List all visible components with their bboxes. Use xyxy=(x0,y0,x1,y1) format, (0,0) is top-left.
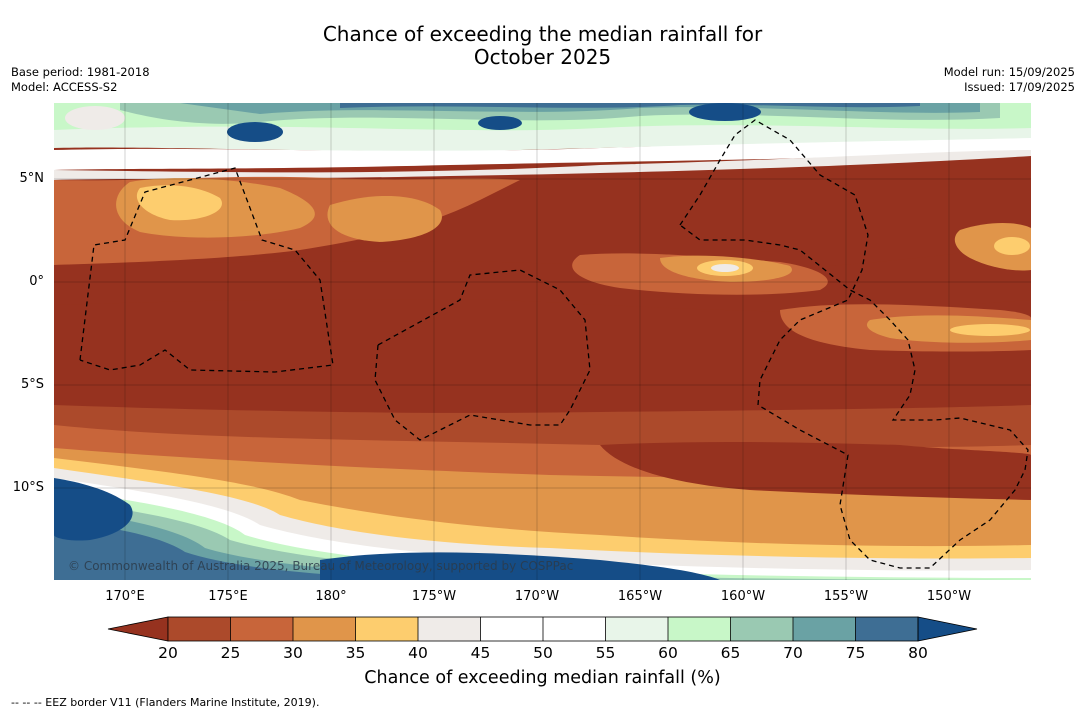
meta-left: Base period: 1981-2018 Model: ACCESS-S2 xyxy=(11,65,150,95)
lon-label: 155°W xyxy=(823,589,869,604)
colorbar-tick: 70 xyxy=(783,644,803,662)
eez-borders xyxy=(79,119,1029,569)
issued-text: Issued: 17/09/2025 xyxy=(964,80,1075,94)
lon-label: 165°W xyxy=(617,589,663,604)
colorbar-label: Chance of exceeding median rainfall (%) xyxy=(364,668,721,688)
colorbar-tick: 25 xyxy=(220,644,241,662)
colorbar-tick: 45 xyxy=(470,644,491,662)
lon-label: 160°W xyxy=(720,589,766,604)
colorbar xyxy=(107,616,978,642)
colorbar-tick: 75 xyxy=(845,644,866,662)
lon-label: 150°W xyxy=(926,589,972,604)
lon-label: 170°W xyxy=(514,589,560,604)
meta-right: Model run: 15/09/2025 Issued: 17/09/2025 xyxy=(944,65,1075,95)
colorbar-tick: 80 xyxy=(908,644,928,662)
colorbar-tick: 50 xyxy=(533,644,553,662)
colorbar-tick: 30 xyxy=(283,644,303,662)
lat-label: 5°N xyxy=(19,171,45,186)
lat-label: 10°S xyxy=(12,480,44,495)
lon-label: 180° xyxy=(315,589,347,604)
colorbar-tick: 55 xyxy=(595,644,616,662)
chart-title-line2: October 2025 xyxy=(473,45,612,69)
colorbar-tick: 40 xyxy=(408,644,428,662)
model-run-text: Model run: 15/09/2025 xyxy=(943,65,1075,79)
base-period-text: Base period: 1981-2018 xyxy=(11,65,150,79)
colorbar-tick: 60 xyxy=(658,644,678,662)
lon-label: 175°E xyxy=(208,589,248,604)
colorbar-tick: 65 xyxy=(720,644,741,662)
lon-label: 175°W xyxy=(411,589,457,604)
lat-label: 0° xyxy=(29,274,44,289)
eez-footer-note: -- -- -- EEZ border V11 (Flanders Marine… xyxy=(11,696,320,709)
lon-label: 170°E xyxy=(105,589,145,604)
model-text: Model: ACCESS-S2 xyxy=(11,80,118,94)
colorbar-tick: 20 xyxy=(158,644,178,662)
lat-label: 5°S xyxy=(20,377,44,392)
map-field xyxy=(54,103,1031,580)
copyright-text: © Commonwealth of Australia 2025, Bureau… xyxy=(68,559,574,573)
chart-title-line1: Chance of exceeding the median rainfall … xyxy=(322,22,763,46)
colorbar-tick: 35 xyxy=(345,644,366,662)
